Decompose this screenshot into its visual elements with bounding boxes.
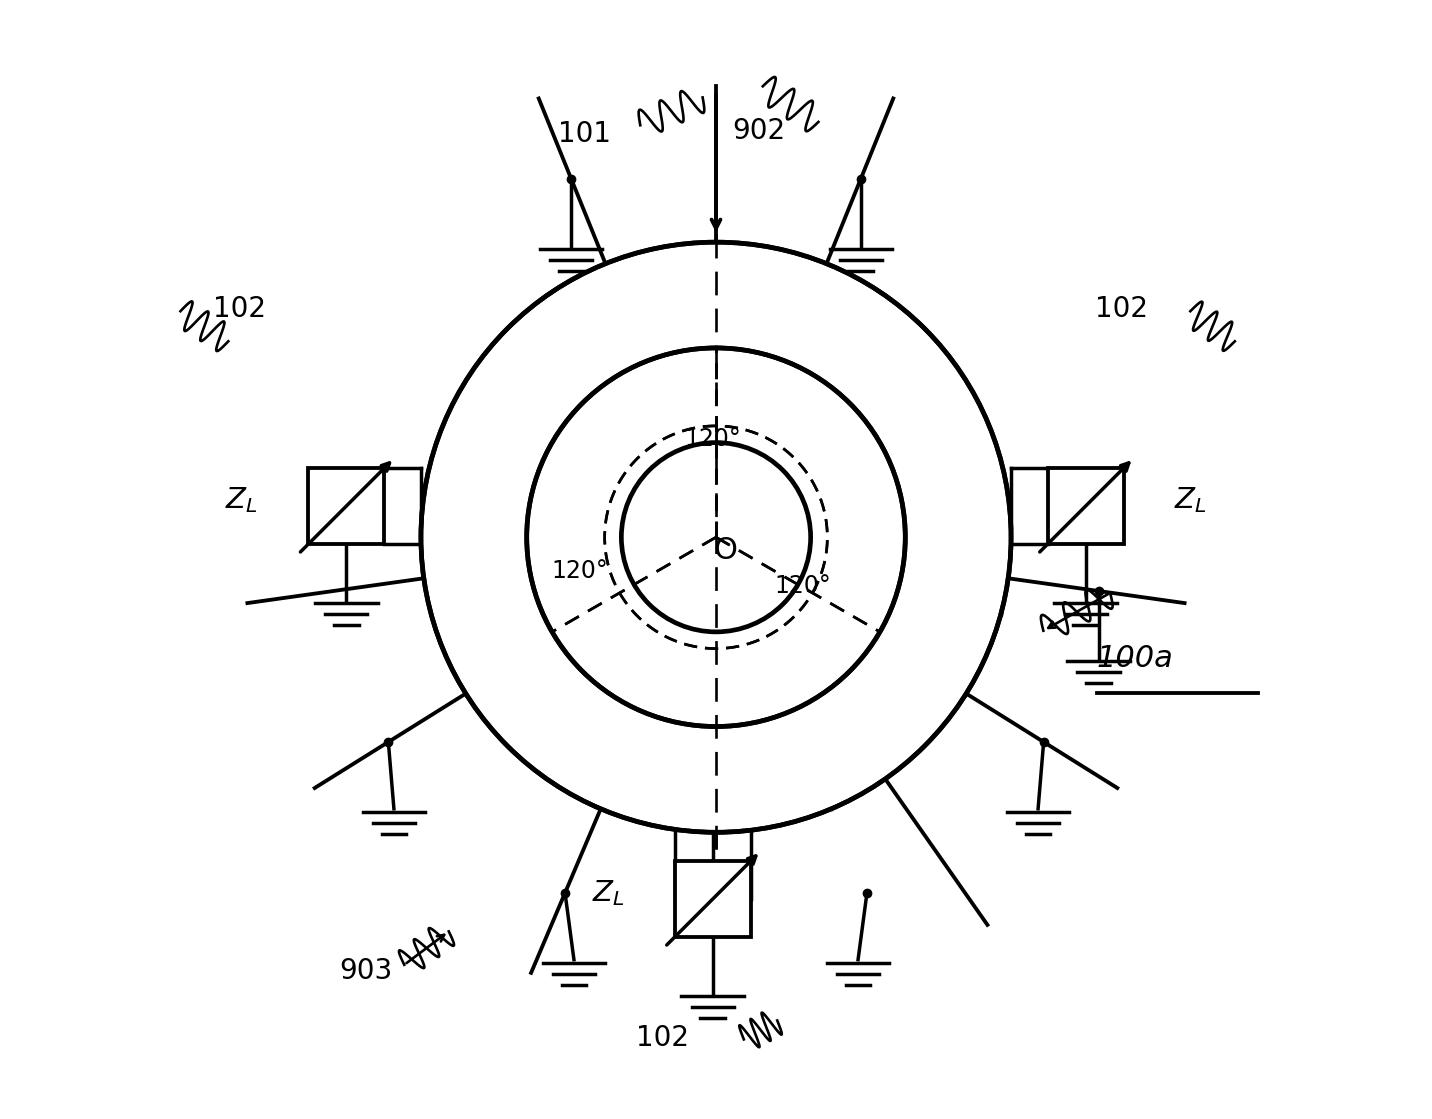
Circle shape	[621, 443, 811, 632]
Circle shape	[421, 242, 1011, 833]
Bar	[674, 862, 750, 937]
Circle shape	[624, 446, 808, 629]
Text: $Z_L$: $Z_L$	[1174, 486, 1207, 516]
Bar	[1048, 468, 1124, 544]
Text: 902: 902	[733, 117, 786, 145]
Text: 120°: 120°	[775, 574, 831, 599]
Bar	[308, 468, 384, 544]
Text: 903: 903	[339, 957, 392, 985]
Text: 120°: 120°	[684, 427, 740, 451]
Text: 102: 102	[213, 295, 266, 323]
Text: 100a: 100a	[1097, 645, 1174, 673]
Text: $Z_L$: $Z_L$	[591, 878, 624, 909]
Text: 101: 101	[558, 120, 611, 148]
Circle shape	[527, 348, 905, 726]
Text: 102: 102	[1094, 295, 1147, 323]
Text: O: O	[713, 536, 737, 565]
Text: 120°: 120°	[551, 558, 609, 583]
Text: $Z_L$: $Z_L$	[225, 486, 258, 516]
Text: 102: 102	[636, 1024, 689, 1052]
Circle shape	[531, 352, 901, 722]
